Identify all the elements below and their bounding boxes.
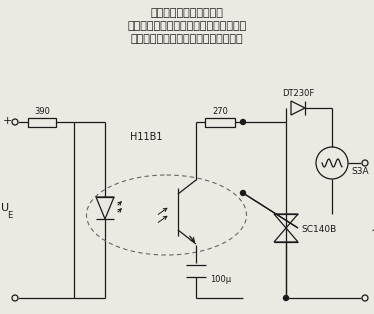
Circle shape [240,191,245,196]
Text: ~: ~ [370,223,374,238]
Circle shape [283,295,288,300]
Circle shape [362,160,368,166]
Text: 100μ: 100μ [210,274,231,284]
Text: 所示光电耦合器输出侧采: 所示光电耦合器输出侧采 [151,8,223,18]
Text: +: + [3,116,12,126]
Text: S3A: S3A [351,166,369,176]
Text: H11B1: H11B1 [130,132,163,142]
Text: SC140B: SC140B [301,225,336,235]
Circle shape [12,295,18,301]
Circle shape [12,119,18,125]
Text: 270: 270 [212,106,228,116]
Text: 用光敏三极管，当其导通时控制双向晶闸: 用光敏三极管，当其导通时控制双向晶闸 [128,21,246,31]
Bar [28,117,56,127]
Text: 管导通，从而控制灯亮。反之则灯灭。: 管导通，从而控制灯亮。反之则灯灭。 [131,34,243,44]
Circle shape [362,295,368,301]
Text: U: U [1,203,9,213]
Circle shape [240,120,245,124]
Text: E: E [7,210,12,219]
Text: DT230F: DT230F [282,89,314,98]
Bar [205,117,235,127]
Text: 390: 390 [34,106,50,116]
